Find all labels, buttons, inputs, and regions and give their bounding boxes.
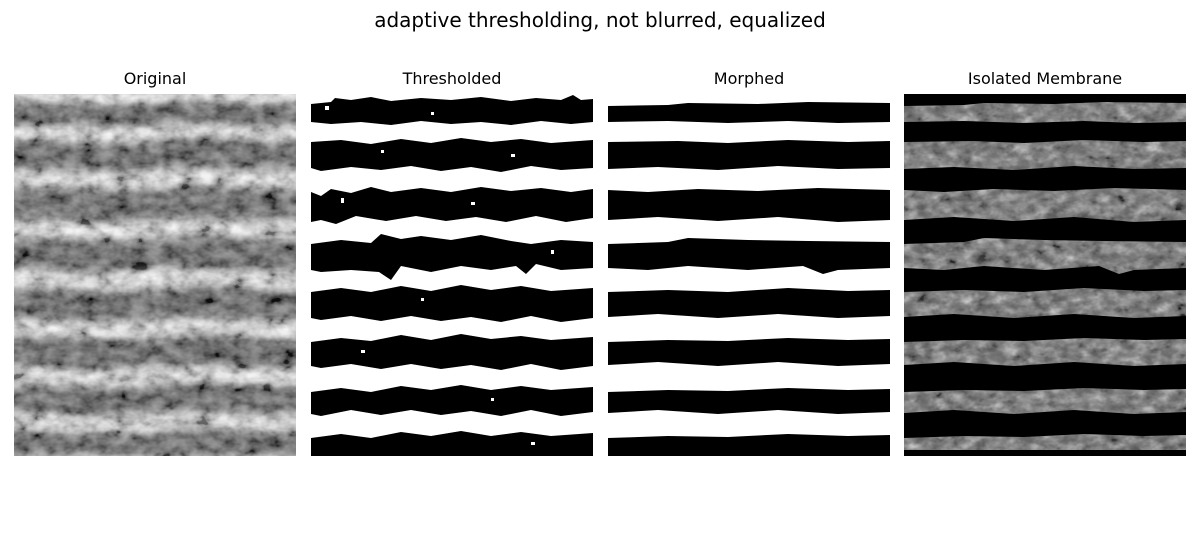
thresholded-image-svg	[311, 94, 593, 456]
panel-title-isolated-membrane: Isolated Membrane	[967, 69, 1123, 88]
panel-title-thresholded: Thresholded	[402, 69, 502, 88]
thresholded-image	[311, 94, 593, 456]
isolated-membrane-svg	[904, 94, 1186, 456]
morphed-image-svg	[608, 94, 890, 456]
original-image-svg	[14, 94, 296, 456]
figure-title: adaptive thresholding, not blurred, equa…	[374, 8, 826, 32]
panel-title-morphed: Morphed	[713, 69, 785, 88]
morphed-image	[608, 94, 890, 456]
panel-title-original: Original	[123, 69, 187, 88]
original-image	[14, 94, 296, 456]
isolated-membrane-image	[904, 94, 1186, 456]
